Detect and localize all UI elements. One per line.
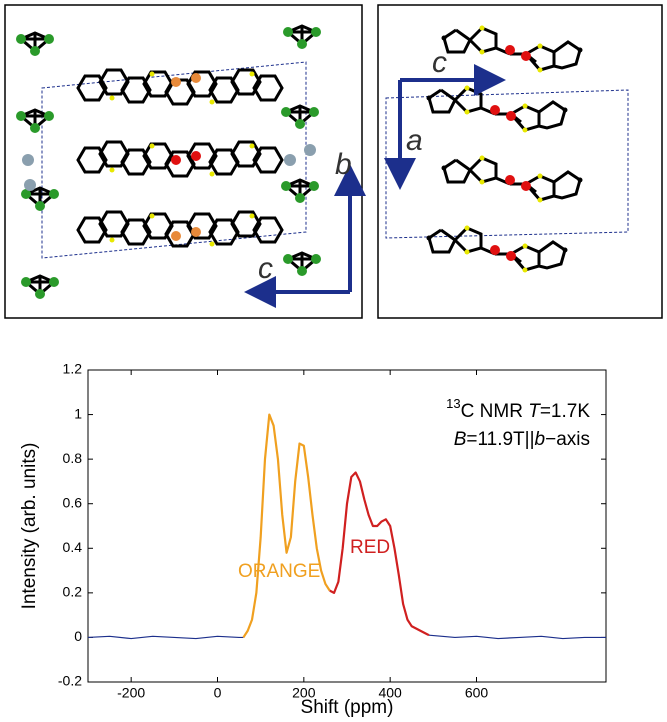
annotation-part: 13 xyxy=(446,396,460,411)
x-tick-label: -200 xyxy=(117,685,145,701)
y-tick-label: -0.2 xyxy=(58,673,82,689)
structure-left: c b xyxy=(4,4,366,319)
y-tick-label: 1 xyxy=(74,405,82,421)
annotation-part: B xyxy=(454,429,467,450)
y-tick-label: 0.4 xyxy=(63,539,83,555)
axis-letter: c xyxy=(258,252,273,285)
peak-label: RED xyxy=(350,537,390,558)
spectrum-line xyxy=(329,471,430,637)
spectrum-line xyxy=(242,413,331,639)
peak-label: ORANGE xyxy=(238,561,320,582)
y-tick-label: 0.8 xyxy=(63,450,83,466)
x-tick-label: 0 xyxy=(214,685,222,701)
x-axis-label: Shift (ppm) xyxy=(301,697,394,718)
spectrum-line xyxy=(87,634,606,640)
x-tick-label: 400 xyxy=(378,685,402,701)
y-tick-label: 0 xyxy=(74,628,82,644)
y-tick-label: 0.6 xyxy=(63,494,83,510)
axis-letter: c xyxy=(432,46,447,79)
annotation: 13C NMR T=1.7K xyxy=(446,396,590,422)
y-tick-label: 0.2 xyxy=(63,584,83,600)
annotation-part: =1.7K xyxy=(540,401,591,422)
spectrum-chart: Shift (ppm) Intensity (arb. units) 13C N… xyxy=(19,361,607,718)
annotation-part: b xyxy=(535,429,546,450)
annotation-part: =11.9T|| xyxy=(466,429,534,450)
x-tick-label: 600 xyxy=(465,685,489,701)
x-tick-label: 200 xyxy=(292,685,316,701)
annotation-part: −axis xyxy=(545,429,590,450)
y-axis-label: Intensity (arb. units) xyxy=(19,443,40,610)
annotation-part: C NMR xyxy=(461,401,529,422)
structure-right: c a xyxy=(377,4,663,319)
axis-letter: a xyxy=(406,124,423,157)
y-tick-label: 1.2 xyxy=(63,361,83,377)
annotation-part: T xyxy=(528,401,541,422)
annotation: B=11.9T||b−axis xyxy=(454,429,590,450)
axis-letter: b xyxy=(335,148,352,181)
